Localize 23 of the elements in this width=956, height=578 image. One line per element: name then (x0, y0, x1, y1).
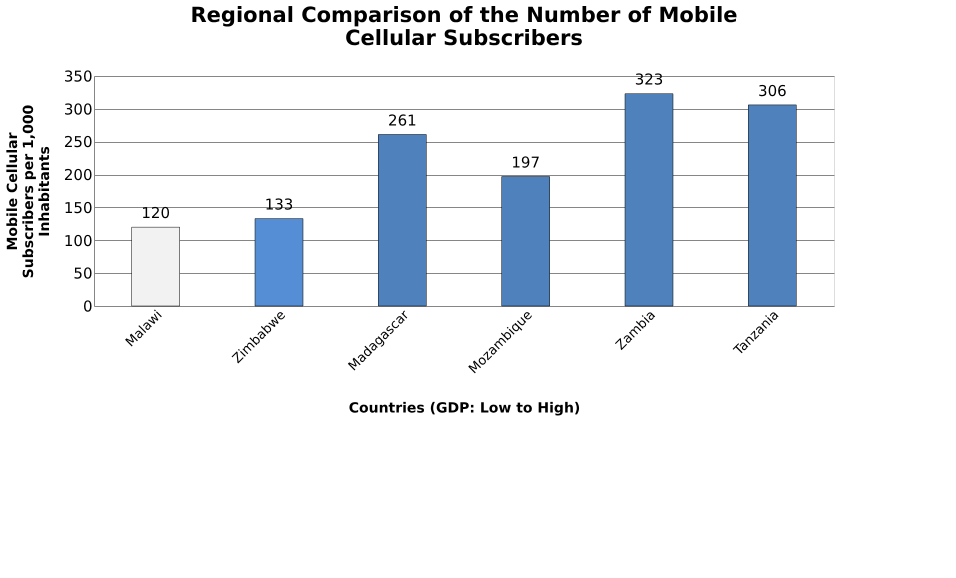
y-tick-label: 350 (64, 68, 92, 86)
data-label: 120 (141, 204, 170, 222)
data-label: 306 (758, 82, 787, 100)
bar (624, 93, 674, 306)
bar (748, 104, 797, 306)
y-axis-title: Mobile Cellular Subscribers per 1,000 Inhabitants (4, 104, 53, 278)
bar (254, 218, 304, 306)
bar (501, 176, 550, 306)
y-tick-label: 300 (64, 100, 92, 118)
data-label: 197 (511, 154, 540, 172)
chart-title: Regional Comparison of the Number of Mobile Cellular Subscribers (190, 3, 738, 50)
y-tick-label: 250 (64, 133, 92, 152)
y-tick-label: 150 (64, 198, 92, 217)
y-tick-label: 200 (64, 166, 92, 184)
y-tick-label: 50 (73, 264, 92, 283)
x-axis-title: Countries (GDP: Low to High) (348, 400, 580, 416)
y-tick-label: 0 (82, 298, 92, 316)
data-label: 133 (264, 196, 294, 214)
data-label: 261 (388, 111, 417, 130)
y-tick-label: 100 (64, 232, 92, 250)
bar (131, 226, 180, 306)
data-label: 323 (634, 70, 664, 89)
bar (378, 134, 427, 306)
